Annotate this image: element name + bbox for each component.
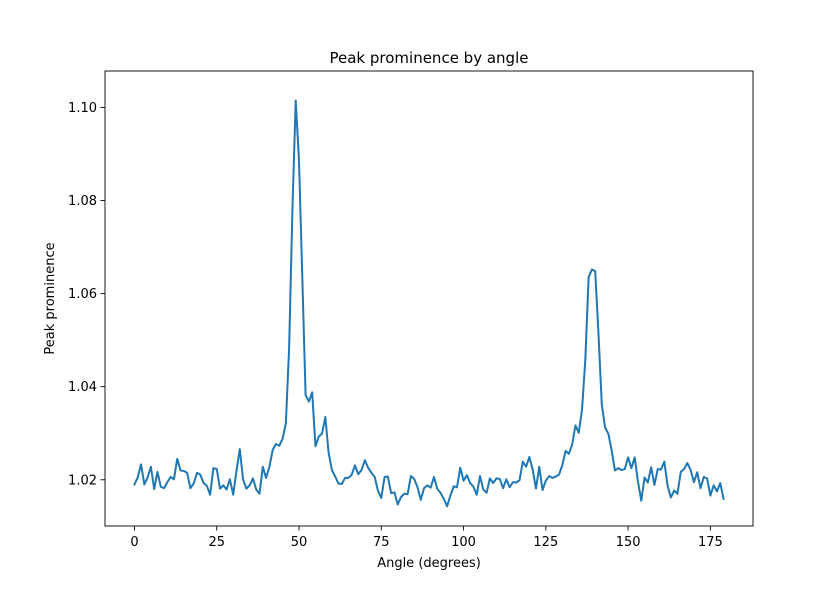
series-group bbox=[133, 99, 725, 508]
x-tick-label: 175 bbox=[698, 535, 723, 550]
x-axis-ticks: 0 25 50 75 100 125 150 175 bbox=[130, 526, 723, 550]
y-tick-label: 1.06 bbox=[68, 287, 97, 302]
y-tick-label: 1.08 bbox=[68, 194, 97, 209]
x-tick-label: 125 bbox=[533, 535, 558, 550]
y-tick-label: 1.04 bbox=[68, 380, 97, 395]
x-tick-label: 75 bbox=[373, 535, 390, 550]
series-line-0 bbox=[133, 99, 725, 508]
axes-frame bbox=[104, 70, 754, 527]
x-tick-label: 25 bbox=[208, 535, 225, 550]
x-tick-label: 150 bbox=[616, 535, 641, 550]
x-tick-label: 0 bbox=[130, 535, 138, 550]
y-axis-ticks: 1.02 1.04 1.06 1.08 1.10 bbox=[68, 101, 105, 488]
chart-title: Peak prominence by angle bbox=[330, 49, 529, 67]
x-axis-label: Angle (degrees) bbox=[377, 556, 481, 571]
y-tick-label: 1.02 bbox=[68, 473, 97, 488]
x-tick-label: 50 bbox=[291, 535, 308, 550]
y-axis-label: Peak prominence bbox=[43, 242, 58, 354]
y-tick-label: 1.10 bbox=[68, 101, 97, 116]
x-tick-label: 100 bbox=[451, 535, 476, 550]
